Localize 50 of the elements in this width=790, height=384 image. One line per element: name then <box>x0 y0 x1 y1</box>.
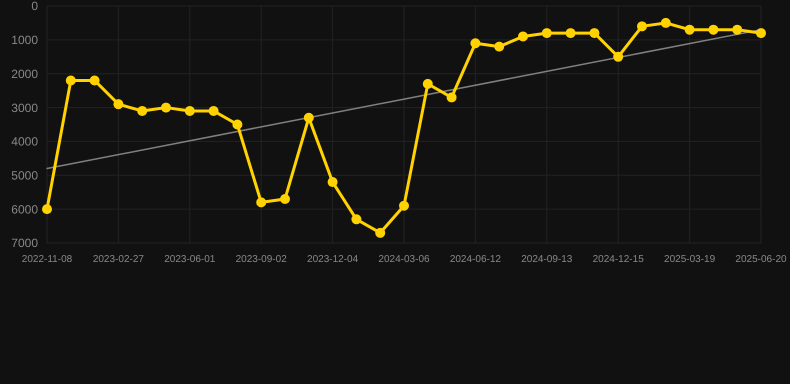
y-tick-label: 3000 <box>11 100 38 115</box>
point <box>66 75 76 86</box>
point <box>137 106 148 116</box>
y-tick-label: 5000 <box>11 168 38 182</box>
point <box>494 42 504 52</box>
x-tick-label: 2025-03-19 <box>664 254 716 265</box>
point <box>90 75 100 86</box>
point <box>566 28 576 38</box>
point <box>161 102 171 113</box>
x-tick-label: 2023-02-27 <box>92 254 144 265</box>
y-tick-label: 1000 <box>11 33 38 48</box>
x-tick-label: 2024-06-12 <box>450 254 502 265</box>
point <box>518 31 528 42</box>
y-tick-label: 6000 <box>11 202 38 216</box>
point <box>304 112 314 123</box>
point <box>375 228 386 238</box>
point <box>280 194 290 204</box>
x-tick-label: 2025-06-20 <box>735 254 788 265</box>
y-tick-label: 0 <box>31 0 38 14</box>
point <box>184 106 195 116</box>
point <box>732 24 742 35</box>
y-tick-label: 4000 <box>11 134 38 149</box>
point <box>470 38 480 48</box>
point <box>660 18 671 28</box>
y-tick-label: 7000 <box>11 236 38 250</box>
x-tick-label: 2023-06-01 <box>164 254 216 265</box>
point <box>256 197 266 208</box>
y-tick-label: 2000 <box>11 66 38 81</box>
point <box>232 120 242 130</box>
x-tick-label: 2022-11-08 <box>22 254 73 265</box>
point <box>399 200 409 211</box>
point <box>422 78 433 89</box>
point <box>684 24 695 35</box>
point <box>708 24 718 35</box>
x-tick-label: 2024-12-15 <box>592 254 644 265</box>
x-tick-label: 2024-03-06 <box>378 254 430 265</box>
point <box>208 106 219 116</box>
point <box>328 177 338 188</box>
point <box>542 28 552 38</box>
point <box>637 21 647 32</box>
point <box>42 204 52 214</box>
x-tick-label: 2024-09-13 <box>521 254 573 265</box>
x-tick-label: 2023-09-02 <box>236 254 288 265</box>
point <box>351 214 362 224</box>
point <box>113 99 124 110</box>
point <box>756 28 766 38</box>
x-tick-label: 2023-12-04 <box>307 254 359 265</box>
point <box>613 52 624 62</box>
point <box>589 28 600 38</box>
point <box>446 92 457 102</box>
